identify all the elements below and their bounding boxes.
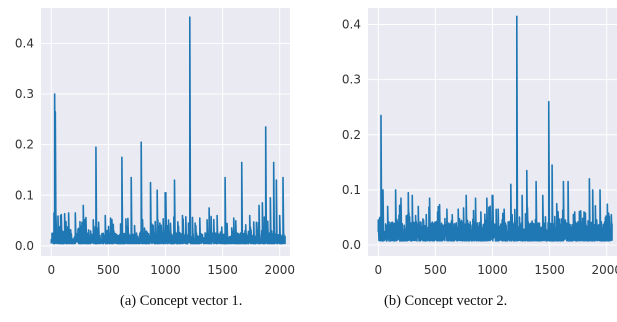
chart-concept-vector-1: 0.0 0.1 0.2 0.3 0.4 0 500 1000 1500 2000 xyxy=(15,8,295,277)
x-tick-label: 2000 xyxy=(264,263,295,277)
x-tick-label: 500 xyxy=(97,263,120,277)
caption-concept-vector-1: (a) Concept vector 1. xyxy=(120,293,243,309)
x-tick-label: 1500 xyxy=(534,263,565,277)
y-tick-label: 0.1 xyxy=(342,183,361,197)
y-tick-label: 0.4 xyxy=(15,36,34,50)
x-tick-label: 1000 xyxy=(477,263,508,277)
y-tick-label: 0.0 xyxy=(342,238,361,252)
x-tick-label: 0 xyxy=(47,263,55,277)
x-tick-label: 2000 xyxy=(591,263,617,277)
x-tick-label: 500 xyxy=(424,263,447,277)
chart-concept-vector-2: 0.0 0.1 0.2 0.3 0.4 0 500 1000 1500 2000 xyxy=(342,8,617,277)
x-tick-label: 0 xyxy=(374,263,382,277)
caption-concept-vector-2: (b) Concept vector 2. xyxy=(384,293,508,309)
y-tick-label: 0.0 xyxy=(15,239,34,253)
y-tick-label: 0.1 xyxy=(15,188,34,202)
x-tick-label: 1500 xyxy=(207,263,238,277)
series-line xyxy=(377,15,613,242)
series-line xyxy=(50,16,286,245)
y-tick-label: 0.3 xyxy=(342,73,361,87)
y-tick-label: 0.2 xyxy=(342,128,361,142)
y-tick-label: 0.2 xyxy=(15,138,34,152)
y-tick-label: 0.3 xyxy=(15,87,34,101)
y-tick-label: 0.4 xyxy=(342,18,361,32)
x-tick-label: 1000 xyxy=(150,263,181,277)
